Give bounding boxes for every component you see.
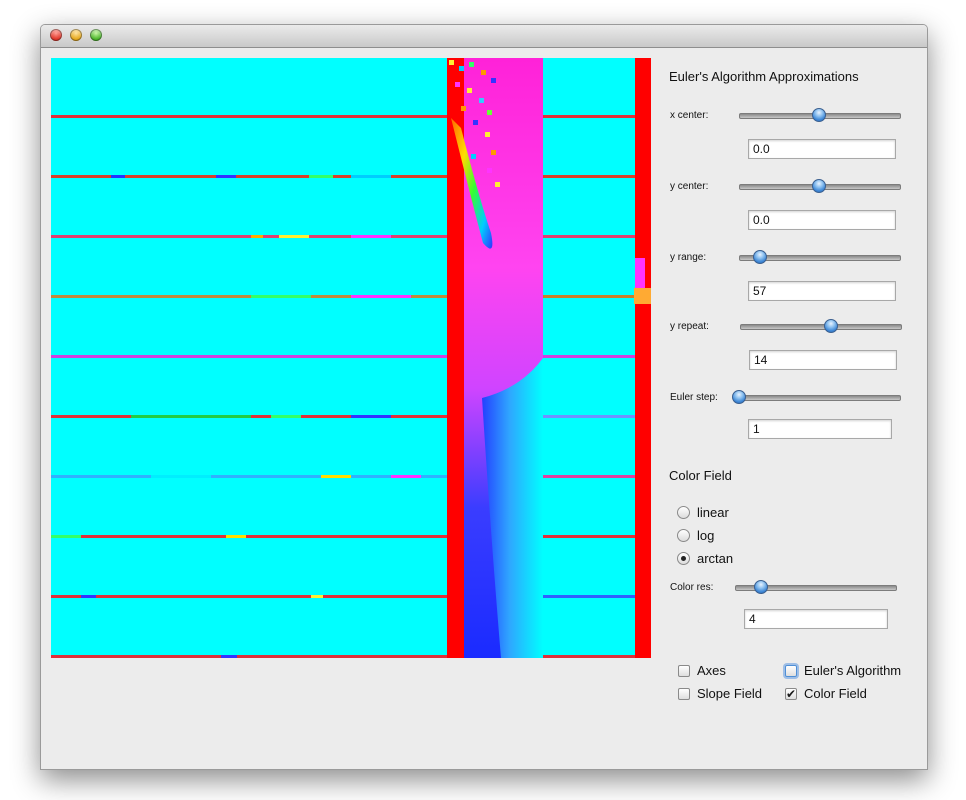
y-range-label: y range: [670,252,707,263]
y-repeat-label: y repeat: [670,321,709,332]
y-repeat-slider-knob[interactable] [824,319,838,333]
slope-field-checkbox-label[interactable]: Slope Field [697,686,763,701]
stripe-lines [51,115,651,658]
axes-checkbox[interactable] [678,665,690,677]
y-range-slider-knob[interactable] [753,250,767,264]
color-field-plot[interactable] [51,58,651,658]
y-repeat-field[interactable]: 14 [749,350,897,370]
arctan-radio-label[interactable]: arctan [697,551,734,566]
euler-algorithm-checkbox-label[interactable]: Euler's Algorithm [804,663,902,678]
euler-algorithm-checkbox[interactable] [785,665,797,677]
euler-step-slider-knob[interactable] [732,390,746,404]
color-field-checkbox-label[interactable]: Color Field [804,686,867,701]
color-res-field[interactable]: 4 [744,609,888,629]
checkmark-icon: ✔ [786,687,797,701]
close-icon[interactable] [50,29,62,41]
y-center-label: y center: [670,181,709,192]
log-radio-label[interactable]: log [697,528,715,543]
color-field-heading: Color Field [669,468,732,483]
y-repeat-slider[interactable] [740,324,902,330]
y-center-field[interactable]: 0.0 [748,210,896,230]
color-field-checkbox[interactable]: ✔ [785,688,797,700]
color-res-label: Color res: [670,582,714,593]
title-bar [41,25,927,48]
noise-region [449,60,500,187]
log-radio[interactable] [677,529,690,542]
minimize-icon[interactable] [70,29,82,41]
stripe-speckles [51,175,447,658]
slope-field-checkbox[interactable] [678,688,690,700]
euler-step-slider[interactable] [736,395,901,401]
euler-step-label: Euler step: [670,392,718,403]
color-res-slider[interactable] [735,585,897,591]
x-center-slider-knob[interactable] [812,108,826,122]
panel-title: Euler's Algorithm Approximations [669,69,859,84]
y-range-slider[interactable] [739,255,901,261]
euler-step-field[interactable]: 1 [748,419,892,439]
app-window: Euler's Algorithm Approximations x cente… [40,24,928,770]
axes-checkbox-label[interactable]: Axes [697,663,726,678]
x-center-label: x center: [670,110,709,121]
color-field-canvas[interactable] [51,58,651,658]
color-res-slider-knob[interactable] [754,580,768,594]
y-range-field[interactable]: 57 [748,281,896,301]
maximize-icon[interactable] [90,29,102,41]
x-center-field[interactable]: 0.0 [748,139,896,159]
y-center-slider-knob[interactable] [812,179,826,193]
linear-radio[interactable] [677,506,690,519]
arctan-radio[interactable] [677,552,690,565]
linear-radio-label[interactable]: linear [697,505,729,520]
